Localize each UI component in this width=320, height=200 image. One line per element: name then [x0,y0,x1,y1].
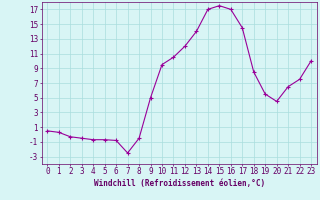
X-axis label: Windchill (Refroidissement éolien,°C): Windchill (Refroidissement éolien,°C) [94,179,265,188]
